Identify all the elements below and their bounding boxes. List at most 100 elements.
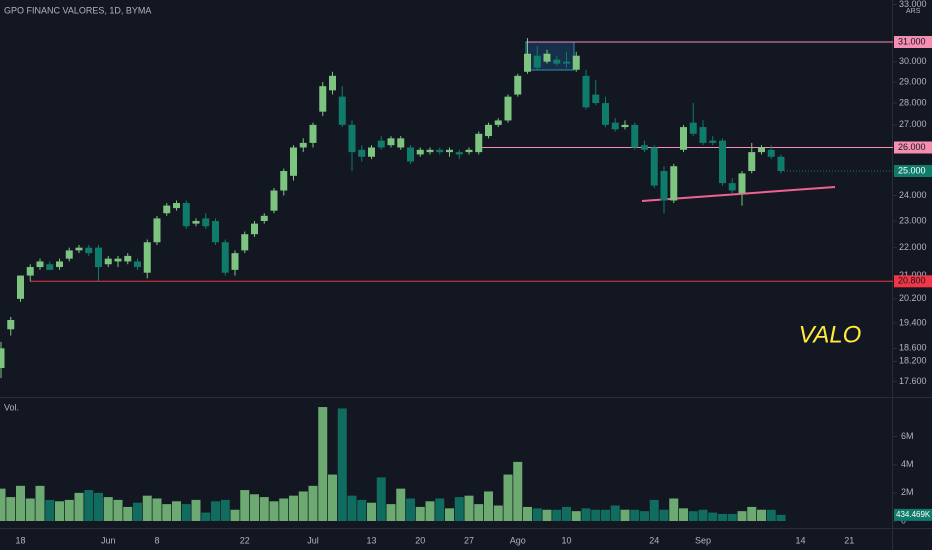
volume-bar bbox=[279, 498, 289, 521]
volume-bar bbox=[669, 498, 679, 521]
volume-bar bbox=[708, 512, 718, 521]
candle-body bbox=[572, 55, 580, 70]
volume-bar bbox=[113, 499, 123, 521]
volume-bar bbox=[406, 498, 415, 521]
candle-body bbox=[192, 221, 200, 224]
y-tick-label: 22.000 bbox=[899, 242, 927, 252]
y-tick-label: 33.000 bbox=[899, 0, 927, 9]
volume-bar bbox=[454, 497, 464, 521]
volume-bar bbox=[591, 509, 601, 521]
candle-body bbox=[709, 140, 717, 143]
candle-body bbox=[397, 138, 405, 148]
volume-bar bbox=[630, 509, 640, 521]
candle-body bbox=[446, 149, 453, 153]
volume-bar bbox=[259, 497, 269, 521]
volume-bar bbox=[718, 513, 727, 521]
candle-body bbox=[670, 166, 678, 201]
candle-body bbox=[36, 261, 44, 268]
candle-body bbox=[7, 319, 15, 330]
annotation: VALO bbox=[799, 321, 862, 348]
volume-bar bbox=[571, 511, 581, 521]
x-tick-label: 27 bbox=[464, 535, 474, 545]
volume-bar bbox=[523, 506, 532, 521]
volume-bar bbox=[211, 501, 220, 521]
volume-bar bbox=[289, 495, 298, 521]
volume-bar bbox=[16, 485, 25, 521]
candle-body bbox=[767, 149, 775, 157]
volume-bar bbox=[435, 498, 445, 521]
volume-bar bbox=[386, 504, 396, 521]
volume-bar bbox=[25, 498, 35, 521]
candle-body bbox=[485, 124, 492, 137]
candle-body bbox=[719, 140, 726, 184]
y-tick-label: 18.600 bbox=[899, 343, 927, 353]
candle-body bbox=[241, 234, 249, 251]
price-line-label: 26.000 bbox=[898, 142, 926, 152]
x-tick-label: 24 bbox=[649, 535, 659, 545]
y-tick-label: 24.000 bbox=[899, 190, 927, 200]
volume-bar bbox=[328, 474, 337, 521]
volume-bar bbox=[562, 506, 571, 521]
candle-body bbox=[504, 96, 512, 121]
volume-bar bbox=[74, 492, 84, 521]
volume-bar bbox=[542, 509, 552, 521]
candle-body bbox=[553, 59, 561, 64]
volume-tick-label: 2M bbox=[901, 487, 914, 497]
x-tick-label: Sep bbox=[695, 535, 711, 545]
candle-body bbox=[143, 242, 151, 273]
candle-body bbox=[124, 255, 132, 262]
candle-body bbox=[163, 205, 171, 214]
candle-body bbox=[465, 149, 473, 153]
y-tick-label: 19.400 bbox=[899, 317, 927, 327]
candle-body bbox=[650, 147, 658, 186]
volume-bar bbox=[513, 461, 523, 521]
price-line-label: 20.800 bbox=[898, 276, 926, 286]
candle-body bbox=[0, 348, 5, 368]
volume-bar bbox=[191, 499, 201, 521]
volume-bar bbox=[318, 407, 328, 521]
volume-bar bbox=[45, 499, 55, 521]
candle-body bbox=[309, 124, 317, 143]
candle-body bbox=[416, 149, 424, 155]
volume-bar bbox=[220, 499, 230, 521]
candle-body bbox=[407, 147, 414, 162]
volume-bar bbox=[337, 408, 347, 521]
candle-body bbox=[728, 183, 736, 191]
candle-body bbox=[758, 147, 765, 153]
volume-bar bbox=[142, 495, 152, 521]
currency: ARS bbox=[906, 8, 921, 15]
x-tick-label: 10 bbox=[561, 535, 571, 545]
chart-title: GPO FINANC VALORES, 1D, BYMA bbox=[4, 5, 151, 15]
candle-body bbox=[114, 258, 122, 262]
candle-body bbox=[738, 173, 746, 193]
candle-body bbox=[641, 145, 648, 150]
candle-body bbox=[17, 275, 24, 299]
candle-body bbox=[514, 75, 522, 95]
volume-bar bbox=[727, 513, 737, 521]
volume-bar bbox=[620, 509, 630, 521]
candle-body bbox=[85, 247, 93, 254]
candle-body bbox=[104, 258, 112, 265]
volume-bar bbox=[757, 509, 766, 521]
volume-bar bbox=[35, 485, 45, 521]
volume-bar bbox=[601, 509, 610, 521]
volume-bar bbox=[640, 511, 649, 521]
volume-bar bbox=[133, 502, 142, 521]
candle-body bbox=[748, 152, 756, 172]
y-tick-label: 30.000 bbox=[899, 56, 927, 66]
candle-body bbox=[621, 124, 629, 128]
volume-bar bbox=[493, 505, 503, 521]
volume-bar bbox=[181, 504, 191, 521]
volume-bar bbox=[415, 506, 425, 521]
volume-bar bbox=[425, 501, 435, 521]
volume-bar bbox=[84, 490, 94, 521]
volume-bar bbox=[737, 511, 747, 521]
y-tick-label: 20.200 bbox=[899, 293, 927, 303]
candle-body bbox=[251, 223, 258, 235]
last-volume-label: 434.469K bbox=[896, 510, 931, 519]
candle-body bbox=[368, 147, 375, 157]
candle-body bbox=[524, 53, 531, 72]
volume-bar bbox=[201, 512, 211, 521]
volume-bar bbox=[308, 485, 318, 521]
volume-bar bbox=[230, 509, 240, 521]
